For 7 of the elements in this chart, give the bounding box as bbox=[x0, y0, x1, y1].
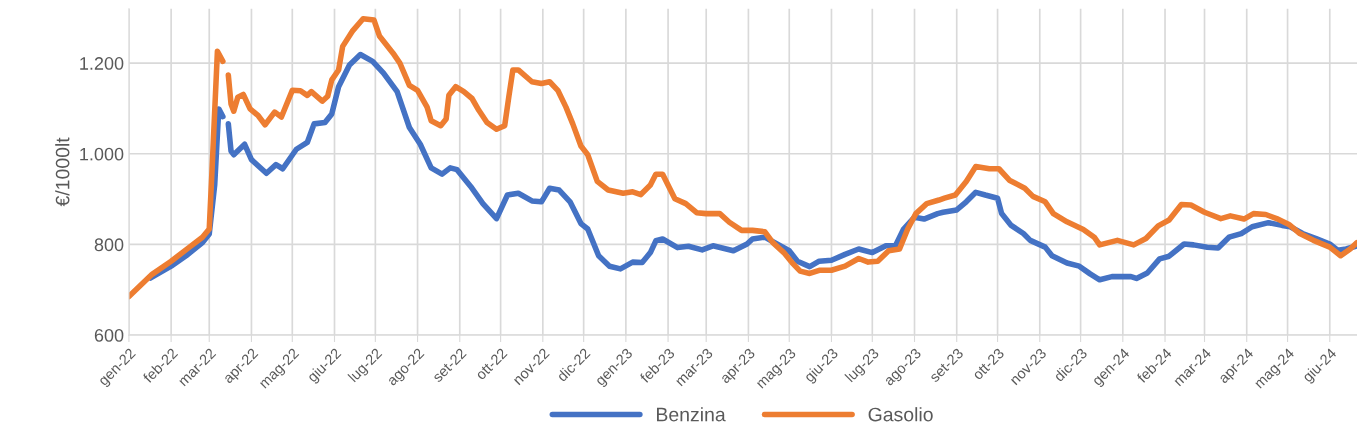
y-tick-label: 1.000 bbox=[80, 147, 124, 161]
y-axis-title: €/1000lt bbox=[55, 137, 70, 207]
y-tick-label: 1.200 bbox=[80, 57, 124, 70]
legend-label: Benzina bbox=[657, 407, 726, 422]
y-tick-label: 600 bbox=[94, 329, 124, 342]
legend-label: Gasolio bbox=[868, 407, 933, 422]
y-tick-label: 800 bbox=[94, 238, 124, 252]
